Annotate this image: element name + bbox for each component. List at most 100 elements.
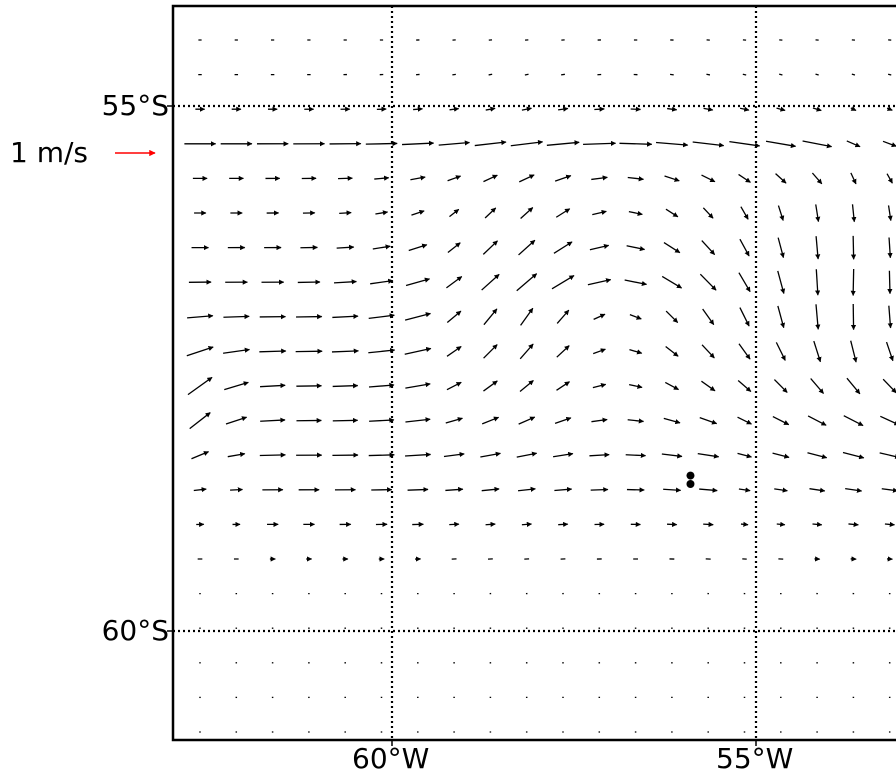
current-vector <box>558 521 569 527</box>
current-vector <box>815 304 821 330</box>
current-vector <box>332 383 359 389</box>
current-vector <box>446 275 463 289</box>
latitude-label-60s: 60°S <box>101 614 169 647</box>
current-vector <box>667 106 678 112</box>
current-vector <box>368 452 395 458</box>
island-marker-1 <box>686 471 695 480</box>
current-vector <box>517 486 536 492</box>
current-vector <box>775 342 786 361</box>
current-vector <box>701 174 716 183</box>
current-vector <box>809 487 826 493</box>
reference-vector-label: 1 m/s <box>10 136 89 169</box>
current-vector <box>772 416 790 426</box>
current-vector <box>488 73 493 76</box>
current-vector <box>591 175 608 181</box>
current-vector <box>701 380 716 392</box>
current-vector <box>850 172 857 185</box>
current-vector <box>372 244 391 250</box>
current-vector <box>518 174 535 183</box>
current-vector <box>260 382 286 389</box>
current-vector <box>374 175 390 181</box>
current-vector <box>665 345 679 357</box>
current-vector <box>524 73 529 76</box>
current-vector <box>773 379 788 393</box>
current-vector <box>516 451 538 458</box>
current-vector <box>699 273 717 291</box>
current-vector <box>446 345 462 357</box>
current-vector <box>815 73 819 76</box>
current-vector <box>446 381 462 391</box>
current-vector <box>592 382 607 389</box>
current-vector <box>227 451 246 458</box>
current-vector <box>815 204 821 223</box>
current-vector <box>777 237 785 259</box>
current-vector <box>369 417 395 423</box>
current-vector <box>554 416 572 424</box>
current-vector <box>777 270 786 294</box>
current-vector <box>850 340 858 363</box>
current-vector <box>339 210 352 216</box>
current-vector <box>589 452 610 458</box>
current-vector <box>546 140 580 146</box>
current-vector <box>519 343 534 360</box>
current-vector <box>887 237 893 259</box>
current-vector <box>365 140 398 147</box>
current-vector <box>848 521 859 528</box>
current-vector <box>846 377 861 395</box>
current-vector <box>887 305 893 329</box>
current-vector <box>551 274 575 290</box>
current-vector <box>554 174 572 182</box>
current-vector <box>410 175 426 181</box>
current-vector <box>452 73 456 76</box>
current-vector <box>187 313 214 319</box>
current-vector <box>474 139 507 147</box>
current-vector <box>449 106 460 112</box>
current-vector <box>332 313 359 319</box>
current-vector <box>779 73 783 76</box>
longitude-label-60w: 60°W <box>352 742 430 775</box>
current-vector <box>738 173 751 183</box>
current-vector <box>331 348 359 354</box>
current-vector <box>591 417 608 423</box>
current-vector <box>665 310 679 324</box>
current-vector <box>518 416 536 425</box>
current-vector <box>590 487 609 493</box>
current-vector <box>333 279 357 285</box>
current-vector <box>260 417 286 423</box>
current-vector <box>851 204 857 223</box>
current-vector <box>481 486 500 492</box>
current-vector <box>886 173 893 184</box>
current-vector <box>404 312 431 321</box>
current-vector <box>811 172 823 185</box>
current-vector <box>332 417 359 424</box>
current-vector <box>368 313 395 320</box>
current-vector <box>407 487 429 493</box>
current-vector <box>777 205 785 221</box>
current-vector <box>702 207 714 219</box>
current-vector <box>519 379 534 393</box>
current-vector <box>449 521 460 527</box>
vector-field <box>184 39 896 733</box>
current-vector <box>843 415 864 427</box>
current-vector <box>553 241 573 254</box>
current-vector <box>737 379 752 393</box>
current-vector <box>739 238 750 257</box>
current-vector <box>699 416 718 425</box>
current-vector <box>259 452 286 458</box>
current-vector <box>846 140 861 148</box>
current-vector <box>815 269 821 296</box>
current-vector <box>742 73 747 76</box>
latitude-label-55s: 55°S <box>101 89 169 122</box>
current-vector <box>777 305 786 329</box>
current-vector <box>627 176 644 182</box>
current-vector <box>447 175 462 182</box>
current-vector <box>189 412 211 430</box>
current-vector <box>807 415 827 426</box>
current-vector <box>485 521 496 527</box>
current-vector <box>224 381 249 391</box>
current-vector <box>230 487 244 493</box>
current-vector <box>776 106 786 112</box>
current-vector <box>737 416 752 425</box>
current-vector <box>661 453 683 459</box>
current-vector <box>583 140 617 146</box>
